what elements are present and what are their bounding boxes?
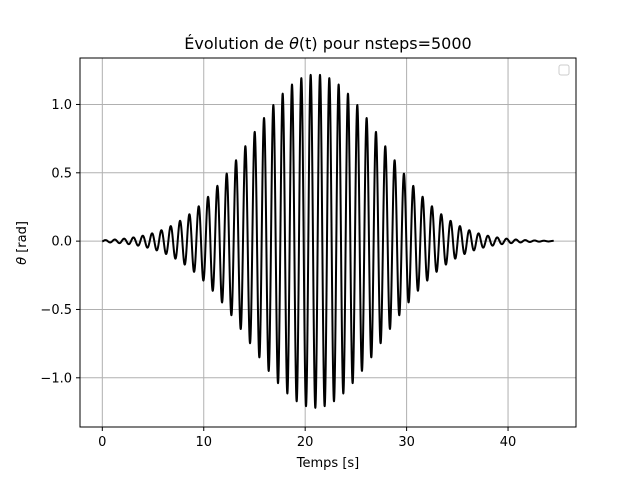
title-prefix: Évolution de xyxy=(184,34,289,53)
title-theta: θ xyxy=(289,34,299,53)
x-tick-label: 10 xyxy=(195,435,212,450)
ticks: 0 10 20 30 40 −1.0 −0.5 0.0 0.5 1.0 xyxy=(40,98,516,450)
y-axis-label: θ [rad] xyxy=(15,221,30,265)
y-label-unit: [rad] xyxy=(15,221,30,257)
y-tick-label: 1.0 xyxy=(51,98,72,113)
x-tick-label: 30 xyxy=(398,435,415,450)
series-layer xyxy=(101,73,555,409)
title-arg: (t) xyxy=(299,34,318,53)
y-label-theta: θ xyxy=(15,257,30,265)
theta-series-line xyxy=(101,73,555,409)
title-suffix: pour nsteps=5000 xyxy=(318,34,472,53)
x-tick-label: 40 xyxy=(500,435,517,450)
x-tick-label: 0 xyxy=(98,435,106,450)
y-tick-label: 0.5 xyxy=(51,166,72,181)
chart-title: Évolution de θ(t) pour nsteps=5000 xyxy=(184,34,471,53)
legend-box xyxy=(558,64,570,76)
y-tick-label: −1.0 xyxy=(40,371,72,386)
y-tick-label: 0.0 xyxy=(51,235,72,250)
y-tick-label: −0.5 xyxy=(40,303,72,318)
x-axis-label: Temps [s] xyxy=(296,456,359,471)
plot-frame xyxy=(79,57,577,428)
x-tick-label: 20 xyxy=(297,435,314,450)
